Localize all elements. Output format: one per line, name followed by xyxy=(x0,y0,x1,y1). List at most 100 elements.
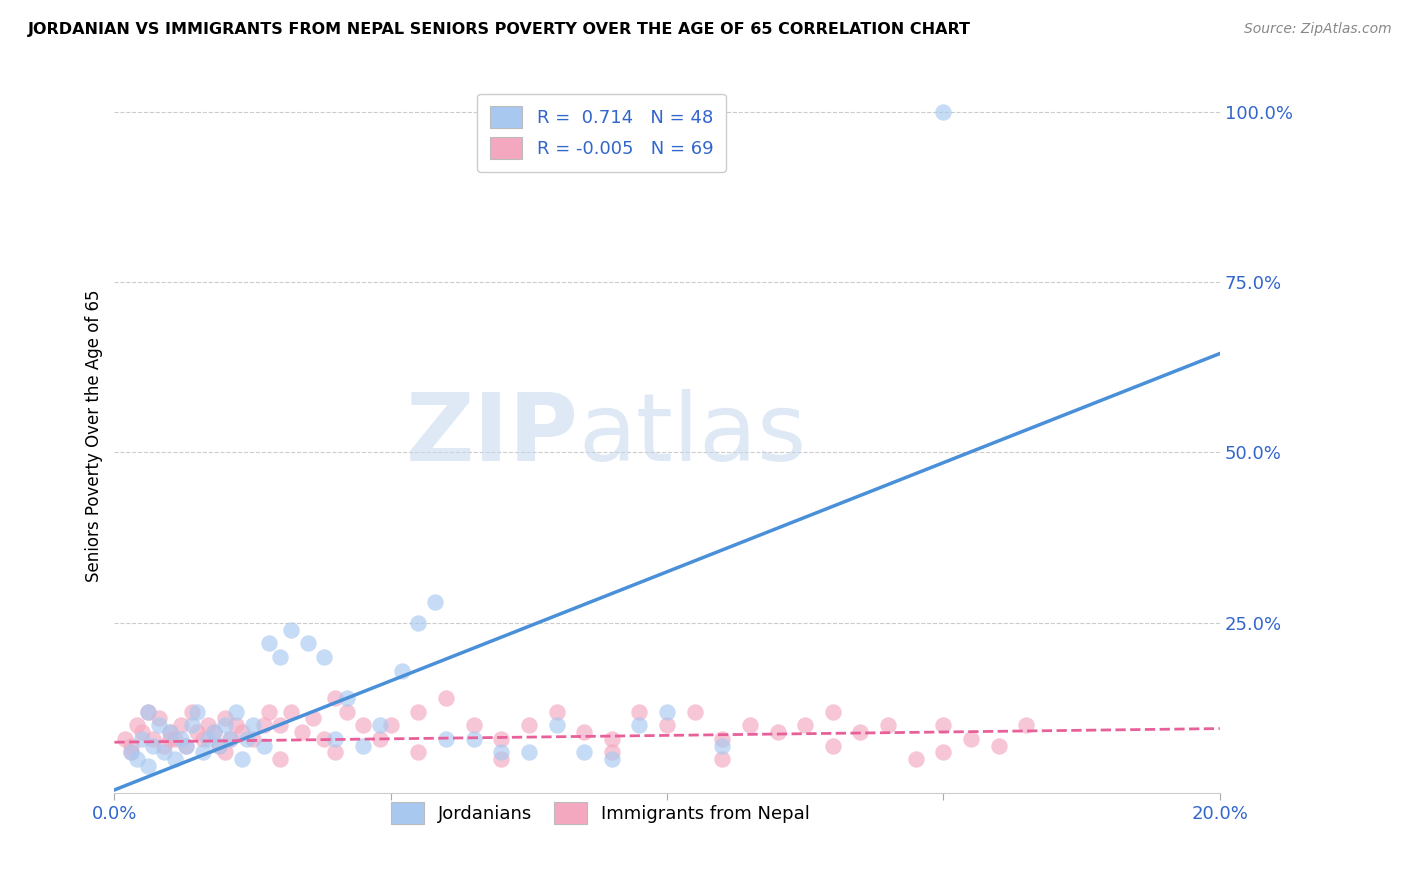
Point xyxy=(517,718,540,732)
Point xyxy=(352,718,374,732)
Point xyxy=(165,731,187,746)
Point xyxy=(131,725,153,739)
Text: JORDANIAN VS IMMIGRANTS FROM NEPAL SENIORS POVERTY OVER THE AGE OF 65 CORRELATIO: JORDANIAN VS IMMIGRANTS FROM NEPAL SENIO… xyxy=(28,22,972,37)
Point xyxy=(208,739,231,753)
Point xyxy=(269,650,291,665)
Point xyxy=(517,746,540,760)
Point xyxy=(960,731,983,746)
Point xyxy=(904,752,927,766)
Point xyxy=(125,752,148,766)
Point xyxy=(174,739,197,753)
Point xyxy=(186,705,208,719)
Point xyxy=(408,615,430,630)
Point xyxy=(335,705,357,719)
Point xyxy=(546,718,568,732)
Point xyxy=(821,705,844,719)
Point xyxy=(125,718,148,732)
Point xyxy=(225,718,247,732)
Point xyxy=(655,718,678,732)
Point xyxy=(711,752,734,766)
Point xyxy=(932,746,955,760)
Point xyxy=(120,746,142,760)
Point xyxy=(1015,718,1038,732)
Point xyxy=(148,718,170,732)
Point xyxy=(136,705,159,719)
Legend: Jordanians, Immigrants from Nepal: Jordanians, Immigrants from Nepal xyxy=(381,790,821,834)
Point xyxy=(408,705,430,719)
Point xyxy=(391,664,413,678)
Point xyxy=(236,731,259,746)
Point xyxy=(380,718,402,732)
Point xyxy=(738,718,761,732)
Point xyxy=(325,746,347,760)
Point xyxy=(628,705,651,719)
Point xyxy=(423,595,446,609)
Point xyxy=(214,718,236,732)
Point xyxy=(302,711,325,725)
Point xyxy=(683,705,706,719)
Point xyxy=(987,739,1010,753)
Point xyxy=(191,746,214,760)
Point xyxy=(257,705,280,719)
Point xyxy=(214,746,236,760)
Point xyxy=(231,725,253,739)
Point xyxy=(821,739,844,753)
Point xyxy=(219,731,242,746)
Point xyxy=(253,739,276,753)
Point xyxy=(932,718,955,732)
Point xyxy=(314,731,336,746)
Point xyxy=(572,725,595,739)
Point xyxy=(214,711,236,725)
Point xyxy=(655,705,678,719)
Point xyxy=(269,752,291,766)
Point xyxy=(159,731,181,746)
Point xyxy=(877,718,900,732)
Point xyxy=(794,718,817,732)
Point xyxy=(219,731,242,746)
Point xyxy=(368,718,391,732)
Point xyxy=(253,718,276,732)
Point xyxy=(325,731,347,746)
Point xyxy=(269,718,291,732)
Point xyxy=(628,718,651,732)
Text: atlas: atlas xyxy=(579,390,807,482)
Point xyxy=(600,752,623,766)
Point xyxy=(197,718,219,732)
Point xyxy=(463,731,485,746)
Point xyxy=(131,731,153,746)
Point xyxy=(170,731,193,746)
Point xyxy=(711,739,734,753)
Point xyxy=(368,731,391,746)
Point xyxy=(142,731,165,746)
Point xyxy=(352,739,374,753)
Point xyxy=(136,705,159,719)
Point xyxy=(766,725,789,739)
Point xyxy=(159,725,181,739)
Point xyxy=(120,746,142,760)
Point xyxy=(408,746,430,760)
Point xyxy=(491,752,513,766)
Point xyxy=(202,725,225,739)
Point xyxy=(159,725,181,739)
Point xyxy=(153,739,176,753)
Point xyxy=(225,705,247,719)
Point xyxy=(291,725,314,739)
Point xyxy=(297,636,319,650)
Y-axis label: Seniors Poverty Over the Age of 65: Seniors Poverty Over the Age of 65 xyxy=(86,289,103,582)
Point xyxy=(463,718,485,732)
Point xyxy=(148,711,170,725)
Point xyxy=(932,104,955,119)
Point xyxy=(257,636,280,650)
Point xyxy=(280,623,302,637)
Point xyxy=(114,731,136,746)
Point xyxy=(165,752,187,766)
Point xyxy=(242,731,264,746)
Point xyxy=(153,746,176,760)
Text: ZIP: ZIP xyxy=(406,390,579,482)
Point xyxy=(180,705,202,719)
Point xyxy=(186,725,208,739)
Point xyxy=(120,739,142,753)
Point xyxy=(434,690,457,705)
Point xyxy=(335,690,357,705)
Text: Source: ZipAtlas.com: Source: ZipAtlas.com xyxy=(1244,22,1392,37)
